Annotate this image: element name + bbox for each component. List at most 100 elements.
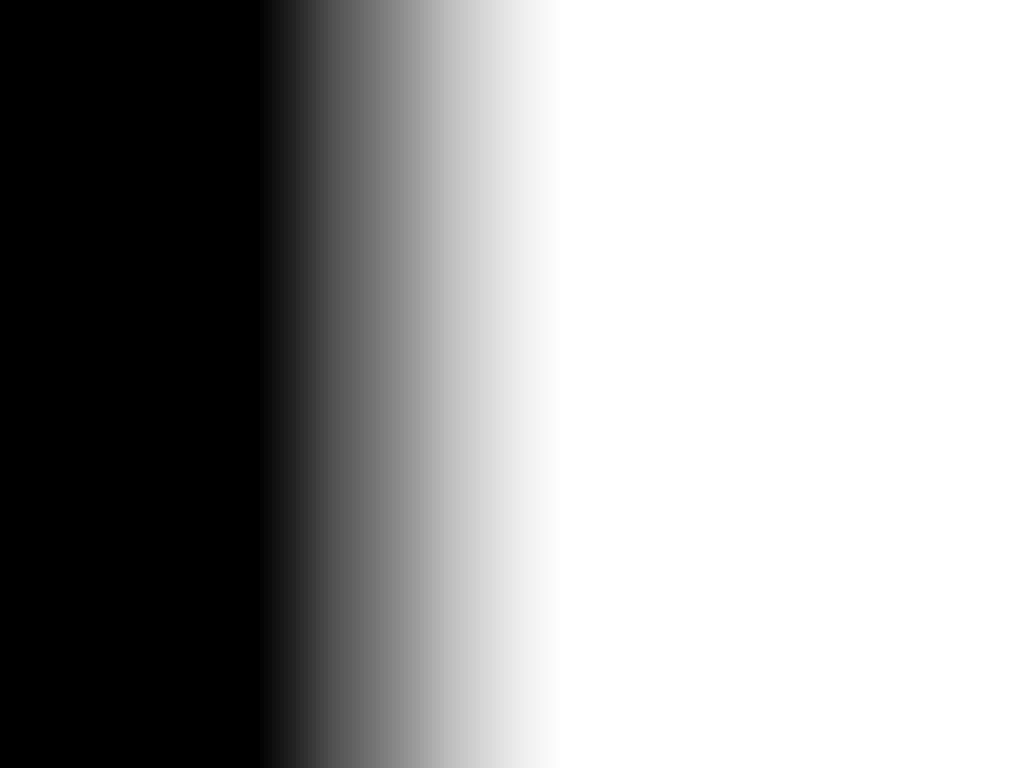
Bar [673,286,763,334]
Text: Mechanism Of
Action: Mechanism Of Action [537,161,665,195]
Bar [134,412,248,475]
Bar [248,208,345,286]
Bar [528,616,673,679]
Text: Anti-histamine (H1
receptor)
Anticholinergic
(ACh receptor): Anti-histamine (H1 receptor) Anticholine… [539,342,664,405]
Bar [528,208,673,286]
Text: Vomiting
Centre
CTZ: Vomiting Centre CTZ [688,484,748,529]
Text: Broad Spectrum
(ACh, H1, 5HTs, D2
receptors): Broad Spectrum (ACh, H1, 5HTs, D2 recept… [539,484,664,529]
Bar [451,148,528,208]
Bar [248,286,345,334]
Text: Domperidone: Domperidone [145,303,237,316]
Text: Drug: Drug [169,170,213,186]
Bar [134,475,248,538]
Text: CTZ: CTZ [705,641,731,654]
Text: <2 hrs: <2 hrs [274,366,318,379]
Text: Prokinetic
(D2 antagonist,
5HT4 agonist,
5HT3 antagonist): Prokinetic (D2 antagonist, 5HT4 agonist,… [544,216,658,279]
Bar [763,412,915,475]
Bar [451,616,528,679]
Text: Ondansetron: Ondansetron [147,437,234,450]
Bar [763,538,915,616]
Bar [134,148,248,208]
Bar [248,538,345,616]
Bar [451,475,528,538]
Text: 5-6 hrs: 5-6 hrs [466,571,513,584]
Text: Colic (in intestinal
obstruction): Colic (in intestinal obstruction) [779,296,899,325]
Text: 1-2 hrs: 1-2 hrs [375,240,421,253]
Bar [763,616,915,679]
Text: Dry Mouth
Drowsiness: Dry Mouth Drowsiness [802,359,877,388]
Bar [528,148,673,208]
Bar [673,616,763,679]
Text: Vomiting
Centre: Vomiting Centre [688,562,748,591]
Bar [763,475,915,538]
Text: Anticholinergic
(ACh receptor): Anticholinergic (ACh receptor) [551,562,651,591]
Text: Buscopan: Buscopan [159,571,223,584]
Bar [134,616,248,679]
Bar [345,148,451,208]
Bar [345,412,451,475]
Text: Vomiting
Centre: Vomiting Centre [688,359,748,388]
Text: Neuroleptic (D2
antagonist): Neuroleptic (D2 antagonist) [549,633,653,662]
Bar [248,412,345,475]
Text: Intestinal: Intestinal [687,303,750,316]
Text: Onset of
action: Onset of action [258,161,335,195]
Text: 5HT3 antagonist: 5HT3 antagonist [546,437,656,450]
Bar [248,148,345,208]
Text: 4-6 hrs: 4-6 hrs [375,366,421,379]
Text: 2.5-5 hrs: 2.5-5 hrs [460,240,519,253]
Bar [528,475,673,538]
Bar [451,412,528,475]
Bar [248,616,345,679]
Text: Up to 24hrs: Up to 24hrs [359,641,437,654]
Text: 30 mins: 30 mins [269,303,323,316]
Text: 3 hrs: 3 hrs [473,437,507,450]
Bar [345,334,451,412]
Text: Constipation
Headache: Constipation Headache [797,429,881,458]
Bar [134,286,248,334]
Bar [528,538,673,616]
Bar [134,334,248,412]
Bar [345,538,451,616]
Text: Haloperidol: Haloperidol [153,641,229,654]
Bar [134,148,915,679]
Bar [673,412,763,475]
Bar [451,208,528,286]
Bar [528,412,673,475]
Text: Cyclizine: Cyclizine [161,366,221,379]
Bar [763,286,915,334]
Bar [673,148,763,208]
Bar [248,475,345,538]
Bar [451,334,528,412]
Bar [345,616,451,679]
Text: 10-15 mins
s/c
>1hr PO: 10-15 mins s/c >1hr PO [259,624,334,670]
Text: 15 mins
a/spasmotic
1-9 hrs
a/secretory: 15 mins a/spasmotic 1-9 hrs a/secretory [357,545,438,608]
Text: Pharmacokinetics Of Antiemetics: Pharmacokinetics Of Antiemetics [249,102,801,135]
Text: Dry Mouth
Drowsiness
Confusion: Dry Mouth Drowsiness Confusion [802,554,877,600]
Bar [673,538,763,616]
Text: Place Of
Action: Place Of Action [681,161,756,195]
Bar [134,208,248,286]
Text: 1-4 hrs PO
30-90 mins
SC: 1-4 hrs PO 30-90 mins SC [259,484,334,529]
Bar [528,334,673,412]
Text: Metoclopramide: Metoclopramide [137,240,245,253]
Text: Prokinetic
(D2 antagonist): Prokinetic (D2 antagonist) [549,296,653,325]
Text: <30 mins
PO
< 5 mins IV: <30 mins PO < 5 mins IV [258,421,335,466]
Text: Duration of
Action: Duration of Action [346,161,450,195]
Text: 13-35 hrs: 13-35 hrs [458,641,521,654]
Text: 12 hrs: 12 hrs [377,437,419,450]
Bar [673,334,763,412]
Text: 12-24 hrs: 12-24 hrs [366,500,430,513]
Text: Side Effects: Side Effects [785,170,893,186]
Text: Half-life: Half-life [454,170,525,186]
Bar [451,538,528,616]
Bar [528,286,673,334]
Text: 1-2 hrs PO
3-5 mins
SC: 1-2 hrs PO 3-5 mins SC [261,554,331,600]
Bar [451,286,528,334]
Bar [673,208,763,286]
Bar [763,148,915,208]
Text: Levomepromazine: Levomepromazine [130,500,252,513]
Text: Intestinal
CTZ: Intestinal CTZ [687,233,750,262]
Text: 5 hrs: 5 hrs [473,366,507,379]
Text: Sedation
Extra-pyramidal: Sedation Extra-pyramidal [785,633,893,662]
Text: 10-15 mins: 10-15 mins [259,240,334,253]
